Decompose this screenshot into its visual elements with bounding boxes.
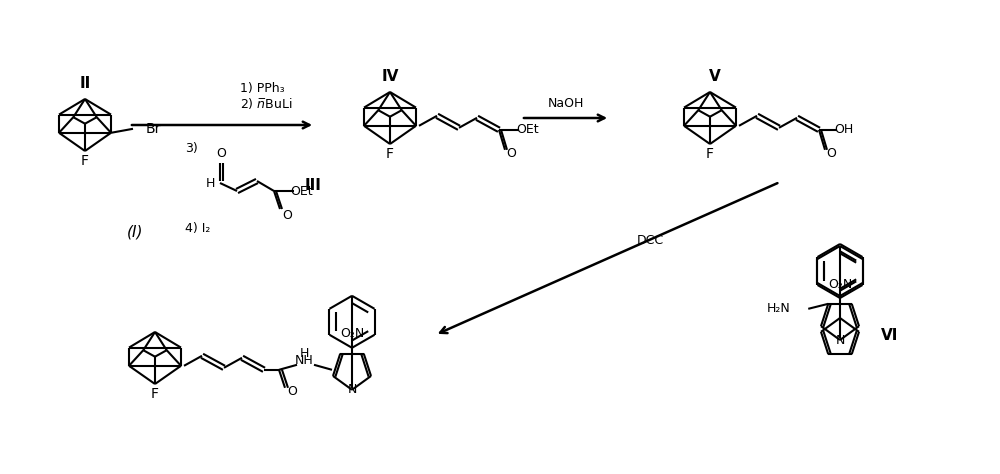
Text: H: H	[205, 176, 215, 190]
Text: 2) $\mathit{n}$̅BuLi: 2) $\mathit{n}$̅BuLi	[240, 95, 292, 110]
Text: O: O	[282, 209, 292, 221]
Text: O: O	[826, 147, 836, 160]
Text: O: O	[506, 147, 516, 160]
Text: II: II	[79, 75, 91, 91]
Text: H: H	[299, 347, 309, 360]
Text: 3): 3)	[185, 142, 198, 155]
Text: IV: IV	[381, 69, 399, 83]
Text: OEt: OEt	[517, 123, 539, 137]
Text: F: F	[706, 147, 714, 161]
Text: Br: Br	[146, 122, 161, 136]
Text: F: F	[151, 387, 159, 401]
Text: V: V	[709, 69, 721, 83]
Text: 4) I₂: 4) I₂	[185, 221, 210, 235]
Text: NH: NH	[295, 354, 313, 367]
Text: VI: VI	[881, 328, 899, 343]
Text: H₂N: H₂N	[766, 302, 790, 315]
Text: O₂N: O₂N	[828, 277, 852, 291]
Text: DCC: DCC	[636, 234, 664, 246]
Text: 1) PPh₃: 1) PPh₃	[240, 82, 285, 94]
Text: F: F	[81, 154, 89, 168]
Text: III: III	[305, 177, 321, 192]
Text: O: O	[287, 385, 297, 398]
Text: F: F	[386, 147, 394, 161]
Text: O: O	[216, 146, 226, 159]
Text: N: N	[347, 383, 357, 396]
Text: OH: OH	[834, 123, 854, 137]
Text: (I): (I)	[127, 225, 143, 239]
Text: N: N	[835, 334, 845, 346]
Text: O₂N: O₂N	[340, 328, 364, 340]
Text: NaOH: NaOH	[547, 97, 584, 109]
Text: OEt: OEt	[291, 184, 313, 198]
